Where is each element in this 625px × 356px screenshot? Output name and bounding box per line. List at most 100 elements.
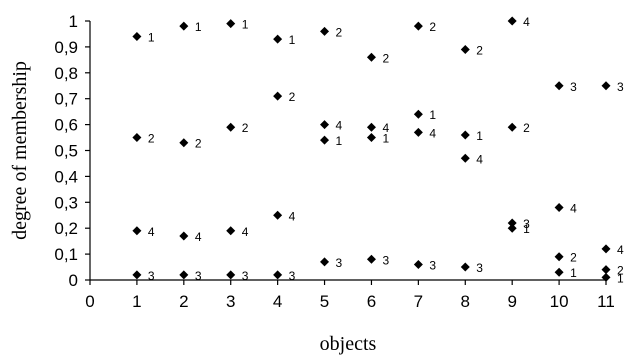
data-point-marker: [413, 109, 423, 119]
data-point-label: 4: [570, 201, 577, 215]
data-point-marker: [179, 21, 189, 31]
y-axis-ticks: 0 0,1 0,2 0,3 0,4 0,5 0,6 0,7 0,8 0,9 1: [54, 12, 90, 290]
data-point-label: 2: [429, 20, 436, 34]
data-point-label: 1: [148, 31, 155, 45]
x-tick-label: 7: [414, 292, 423, 311]
data-point-marker: [226, 122, 236, 132]
data-point-label: 1: [336, 134, 343, 148]
data-point-label: 3: [148, 269, 155, 283]
data-point-marker: [554, 81, 564, 91]
y-tick-label: 1: [69, 12, 78, 31]
data-point-label: 3: [195, 269, 202, 283]
data-point-label: 3: [336, 256, 343, 270]
data-point-marker: [273, 91, 283, 101]
data-point-label: 3: [242, 269, 249, 283]
x-tick-label: 1: [132, 292, 141, 311]
data-point-marker: [601, 272, 611, 282]
data-point-label: 2: [195, 137, 202, 151]
data-point-marker: [132, 133, 142, 143]
data-point-marker: [460, 262, 470, 272]
data-point-label: 4: [382, 121, 389, 135]
data-point-label: 1: [289, 33, 296, 47]
x-tick-label: 11: [597, 292, 615, 311]
y-tick-label: 0,4: [54, 167, 78, 186]
data-point-label: 4: [195, 230, 202, 244]
y-tick-label: 0,3: [54, 193, 78, 212]
data-point-marker: [132, 32, 142, 42]
data-point-marker: [601, 265, 611, 275]
x-tick-label: 4: [273, 292, 282, 311]
data-point-marker: [554, 252, 564, 262]
x-axis-ticks: 0 1 2 3 4 5 6 7 8 9 10 11: [85, 280, 615, 311]
x-tick-label: 9: [507, 292, 516, 311]
data-point-marker: [507, 16, 517, 26]
data-point-marker: [507, 223, 517, 233]
data-point-label: 1: [617, 271, 624, 285]
data-point-label: 2: [289, 90, 296, 104]
data-point-label: 4: [289, 209, 296, 223]
data-point-label: 4: [242, 225, 249, 239]
data-point-marker: [554, 202, 564, 212]
data-point-label: 3: [429, 258, 436, 272]
data-point-marker: [132, 226, 142, 236]
data-point-marker: [226, 226, 236, 236]
data-point-marker: [601, 244, 611, 254]
data-point-marker: [413, 21, 423, 31]
data-point-label: 2: [242, 121, 249, 135]
data-point-marker: [273, 210, 283, 220]
y-tick-label: 0,7: [54, 90, 78, 109]
data-point-marker: [226, 19, 236, 29]
data-point-label: 2: [336, 25, 343, 39]
data-point-marker: [507, 122, 517, 132]
x-tick-label: 8: [461, 292, 470, 311]
data-point-marker: [460, 153, 470, 163]
data-point-marker: [179, 270, 189, 280]
data-point-label: 1: [242, 18, 249, 32]
data-point-label: 4: [617, 243, 624, 257]
x-tick-label: 0: [85, 292, 94, 311]
data-point-marker: [273, 34, 283, 44]
data-point-marker: [366, 52, 376, 62]
data-point-label: 1: [382, 132, 389, 146]
data-point-label: 1: [523, 222, 530, 236]
data-point-marker: [601, 81, 611, 91]
data-point-label: 4: [523, 15, 530, 29]
data-point-label: 2: [617, 264, 624, 278]
y-tick-label: 0,5: [54, 142, 78, 161]
data-point-label: 2: [476, 43, 483, 57]
data-point-label: 3: [617, 80, 624, 94]
y-tick-label: 0,2: [54, 219, 78, 238]
data-point-label: 3: [289, 269, 296, 283]
data-point-label: 1: [476, 129, 483, 143]
data-point-label: 2: [382, 51, 389, 65]
data-point-marker: [366, 133, 376, 143]
x-tick-label: 2: [179, 292, 188, 311]
y-tick-label: 0: [69, 271, 78, 290]
data-point-marker: [460, 44, 470, 54]
data-point-marker: [273, 270, 283, 280]
data-point-marker: [460, 130, 470, 140]
data-point-label: 4: [336, 119, 343, 133]
x-tick-label: 5: [320, 292, 329, 311]
data-point-marker: [366, 254, 376, 264]
data-point-label: 3: [476, 261, 483, 275]
data-point-marker: [320, 26, 330, 36]
data-point-label: 3: [570, 80, 577, 94]
x-tick-label: 6: [367, 292, 376, 311]
x-tick-label: 10: [550, 292, 569, 311]
y-tick-label: 0,1: [54, 245, 78, 264]
data-point-marker: [413, 259, 423, 269]
x-tick-label: 3: [226, 292, 235, 311]
data-point-label: 2: [523, 121, 530, 135]
data-point-label: 1: [570, 266, 577, 280]
data-point-label: 2: [570, 251, 577, 265]
axes: [89, 21, 606, 281]
x-axis-title: objects: [320, 333, 377, 355]
data-point-label: 1: [429, 108, 436, 122]
data-point-marker: [320, 120, 330, 130]
data-point-marker: [320, 135, 330, 145]
y-tick-label: 0,8: [54, 64, 78, 83]
data-point-label: 2: [148, 132, 155, 146]
data-point-label: 3: [382, 253, 389, 267]
